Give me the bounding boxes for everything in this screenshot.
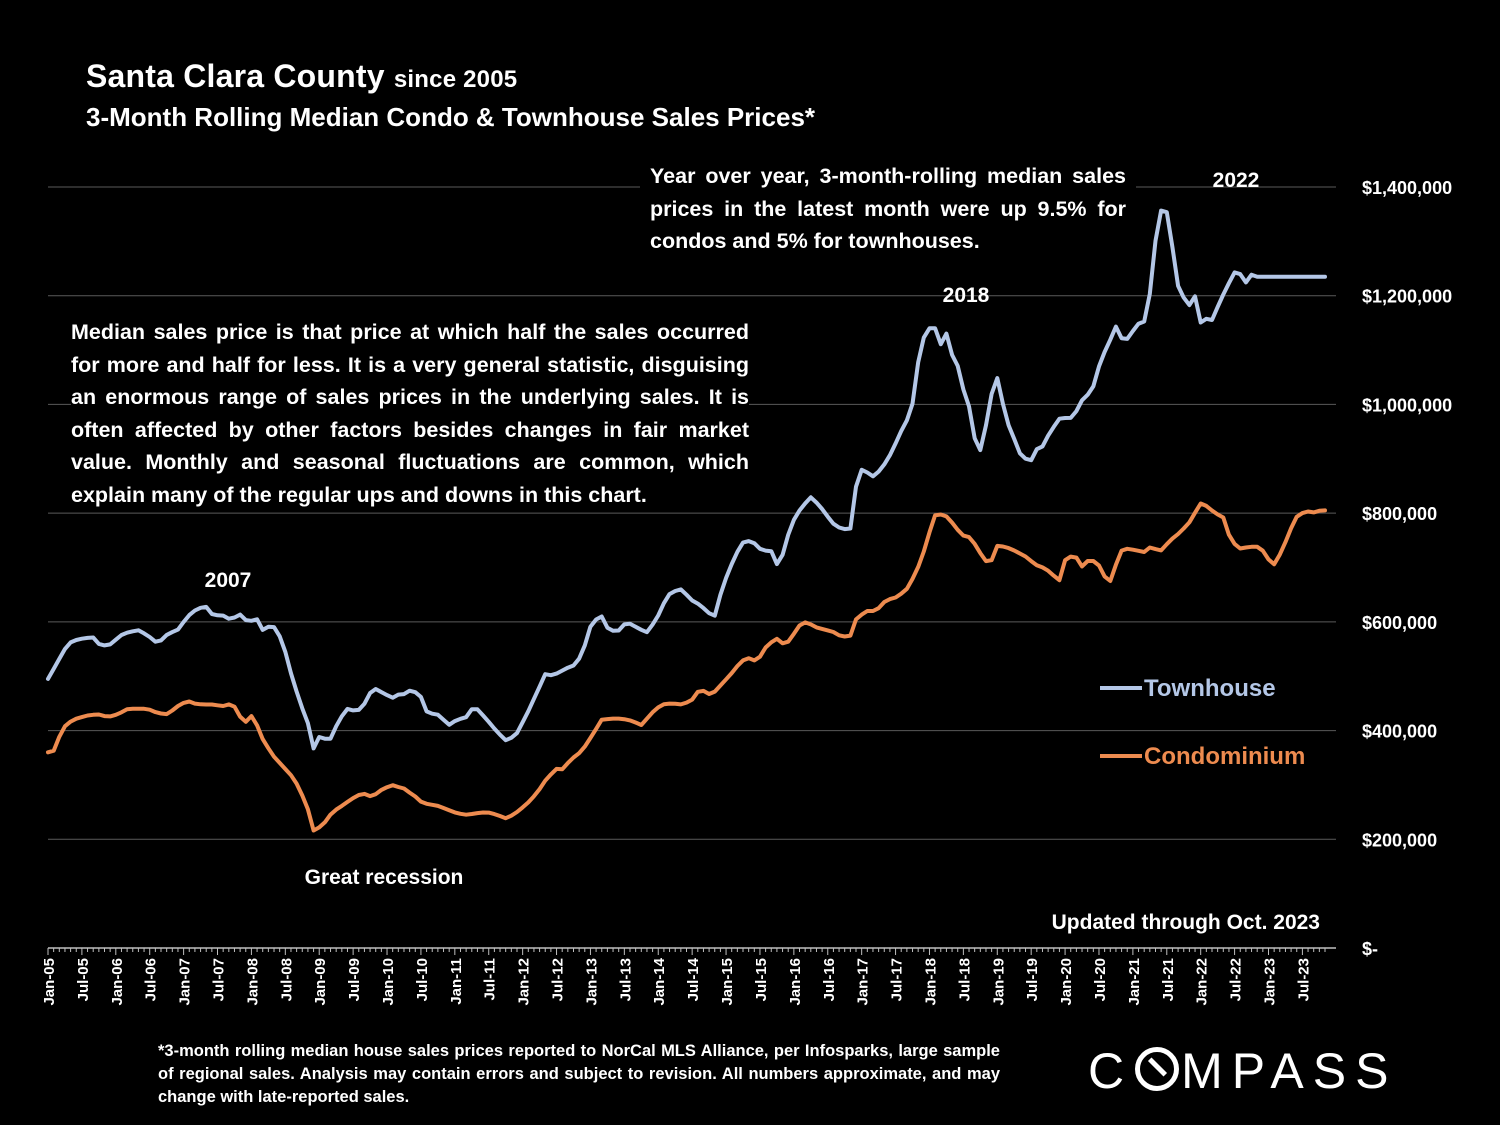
x-tick-label: Jan-23	[1261, 958, 1278, 1006]
x-tick-label: Jul-21	[1160, 958, 1177, 1001]
x-tick-label: Jul-07	[211, 958, 228, 1001]
annotation-label: 2022	[1213, 169, 1260, 192]
chart-title-since: since 2005	[393, 66, 518, 93]
y-tick-label: $-	[1362, 939, 1378, 959]
x-tick-label: Jan-19	[990, 958, 1007, 1006]
legend-label: Townhouse	[1144, 675, 1276, 702]
x-tick-label: Jan-06	[109, 958, 126, 1006]
x-tick-label: Jan-10	[380, 958, 397, 1006]
x-tick-label: Jul-09	[346, 958, 363, 1001]
x-tick-label: Jul-15	[753, 958, 770, 1001]
annotation-label: Updated through Oct. 2023	[1052, 911, 1320, 934]
x-tick-label: Jan-18	[922, 958, 939, 1006]
y-tick-label: $600,000	[1362, 613, 1437, 633]
compass-o-icon	[1135, 1047, 1180, 1091]
footnote: *3-month rolling median house sales pric…	[158, 1042, 1000, 1106]
chart-subtitle: 3-Month Rolling Median Condo & Townhouse…	[86, 102, 816, 132]
x-tick-label: Jan-12	[516, 958, 533, 1006]
series-line-condominium	[46, 501, 1327, 833]
x-tick-label: Jul-12	[550, 958, 567, 1001]
x-tick-label: Jan-20	[1058, 958, 1075, 1006]
x-tick-label: Jul-20	[1092, 958, 1109, 1001]
x-tick-label: Jan-13	[583, 958, 600, 1006]
x-tick-label: Jul-19	[1024, 958, 1041, 1001]
y-tick-label: $400,000	[1362, 722, 1437, 742]
x-tick-label: Jul-17	[889, 958, 906, 1001]
x-tick-label: Jul-16	[821, 958, 838, 1001]
y-tick-label: $1,000,000	[1362, 395, 1452, 415]
x-tick-label: Jan-22	[1194, 958, 1211, 1006]
x-tick-label: Jul-10	[414, 958, 431, 1001]
y-axis-tick-labels: $- $200,000 $400,000 $600,000 $800,000 $1,000…	[1362, 178, 1452, 959]
x-tick-label: Jul-22	[1228, 958, 1245, 1001]
x-tick-label: Jan-07	[177, 958, 194, 1006]
grid-lines	[48, 186, 1336, 840]
x-tick-label: Jan-15	[719, 958, 736, 1006]
y-tick-label: $1,200,000	[1362, 287, 1452, 307]
x-tick-label: Jan-09	[312, 958, 329, 1006]
chart-title: Santa Clara County since 2005	[86, 58, 517, 95]
legend-label: Condominium	[1144, 743, 1305, 770]
x-tick-label: Jan-11	[448, 958, 465, 1005]
series-line-townhouse	[46, 208, 1327, 751]
annotations: 2007 2018 2022 Great recession Updated throu…	[205, 169, 1320, 934]
chart-title-main: Santa Clara County	[86, 58, 385, 94]
logo-text-end: MPASS	[1181, 1043, 1398, 1099]
legend: Townhouse Condominium	[1100, 675, 1305, 770]
compass-logo: C MPASS	[1088, 1042, 1397, 1100]
x-tick-label: Jan-14	[651, 957, 668, 1005]
x-tick-label: Jul-13	[617, 958, 634, 1001]
x-axis: Jan-05 Jul-05 Jan-06 Jul-06 Jan-07 Jul-07 Jan-…	[41, 947, 1336, 1006]
x-tick-label: Jan-08	[244, 958, 261, 1006]
annotation-label: Great recession	[305, 866, 464, 889]
annotation-label: 2007	[205, 569, 252, 592]
x-tick-label: Jul-11	[482, 958, 499, 1001]
yoy-note: Year over year, 3-month-rolling median s…	[640, 160, 1136, 258]
x-tick-label: Jan-17	[855, 958, 872, 1006]
x-tick-label: Jan-16	[787, 958, 804, 1006]
x-tick-label: Jul-08	[278, 958, 295, 1001]
logo-text-start: C	[1088, 1043, 1134, 1099]
y-tick-label: $1,400,000	[1362, 178, 1452, 198]
series-lines	[46, 208, 1327, 833]
y-tick-label: $800,000	[1362, 504, 1437, 524]
median-explainer-note: Median sales price is that price at whic…	[71, 316, 749, 511]
x-tick-label: Jul-06	[143, 958, 160, 1001]
x-tick-label: Jul-14	[685, 957, 702, 1001]
x-tick-label: Jan-21	[1126, 958, 1143, 1006]
x-tick-label: Jan-05	[41, 958, 58, 1006]
annotation-label: 2018	[943, 284, 990, 307]
x-tick-label: Jul-18	[956, 958, 973, 1001]
y-tick-label: $200,000	[1362, 830, 1437, 850]
x-tick-label: Jul-05	[75, 958, 92, 1001]
x-tick-label: Jul-23	[1295, 958, 1312, 1001]
